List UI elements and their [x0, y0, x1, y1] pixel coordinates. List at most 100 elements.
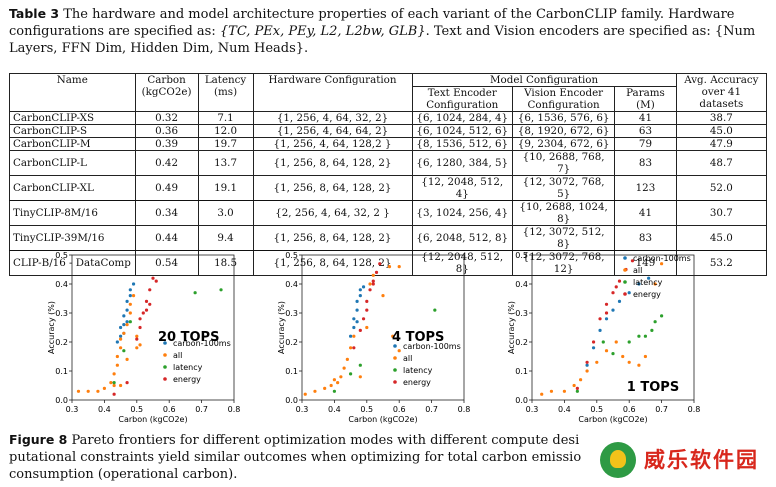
chart-1-tops: 0.3 0.4 0.5 0.6 0.7 0.8 0.0 0.1 0.2 0.3 0.4 0.5 Carb…: [507, 247, 708, 425]
y-tick-label: 0.3: [55, 309, 68, 318]
point-latency: [643, 334, 647, 338]
point-all: [125, 357, 129, 361]
header-name: Name: [9, 73, 136, 112]
point-all: [549, 389, 554, 393]
point-all: [397, 349, 401, 353]
point-latency: [653, 320, 657, 324]
legend-label: carbon-100ms: [633, 254, 691, 263]
point-energy: [138, 325, 142, 330]
point-all: [122, 331, 126, 335]
cell-carbon: 0.34: [134, 200, 199, 226]
table-row: TinyCLIP-39M/16 0.44 9.4 {1, 256, 8, 64, 12…: [9, 225, 768, 251]
cell-carbon: 0.39: [134, 137, 199, 151]
point-all: [96, 389, 100, 393]
legend-label: latency: [633, 278, 663, 287]
point-energy: [148, 302, 152, 306]
point-energy: [371, 282, 375, 286]
point-energy: [598, 317, 602, 321]
point-energy: [371, 279, 375, 283]
legend-marker: [393, 356, 397, 360]
y-tick-label: 0.3: [515, 309, 528, 318]
point-all: [595, 360, 599, 364]
header-hardware: Hardware Configuration: [252, 73, 413, 112]
point-all: [339, 375, 343, 379]
cell-carbon: 0.54: [134, 250, 199, 276]
point-all: [352, 334, 356, 338]
x-axis-label: Carbon (kgCO2e): [578, 415, 647, 424]
cell-text: {6, 1024, 284, 4}: [411, 111, 513, 125]
point-all: [313, 389, 317, 393]
y-axis-label: Accuracy (%): [277, 301, 286, 354]
point-all: [643, 354, 647, 359]
x-tick-label: 0.3: [526, 405, 539, 414]
point-latency: [122, 349, 126, 353]
config-table: Name Carbon (kgCO2e) Latency (ms) Hardwa…: [9, 73, 768, 276]
y-axis-label: Accuracy (%): [507, 301, 516, 354]
table-row: CarbonCLIP-M 0.39 19.7 {1, 256, 4, 64, 128,…: [9, 137, 768, 151]
point-energy: [112, 392, 116, 396]
point-latency: [349, 372, 353, 376]
hardware-spec-math: {TC, PEx, PEy, L2, L2bw, GLB}: [219, 24, 426, 39]
y-tick-label: 0.1: [285, 367, 298, 376]
x-axis-label: Carbon (kgCO2e): [348, 415, 417, 424]
cell-latency: 19.1: [197, 175, 254, 201]
legend-label: energy: [173, 375, 201, 384]
point-all: [86, 389, 90, 393]
point-all: [572, 383, 576, 388]
point-energy: [604, 302, 609, 306]
legend-marker: [623, 292, 627, 296]
figure-label: Figure 8: [9, 432, 68, 447]
figure-caption-line2: putational constraints yield similar out…: [9, 450, 582, 465]
cell-hw: {2, 256, 4, 64, 32, 2 }: [252, 200, 413, 226]
point-all: [562, 389, 566, 393]
y-tick-label: 0.1: [55, 367, 68, 376]
x-tick-label: 0.7: [655, 405, 668, 414]
cell-latency: 3.0: [197, 200, 254, 226]
x-tick-label: 0.8: [458, 405, 471, 414]
point-all: [119, 346, 123, 350]
point-energy: [352, 346, 356, 350]
point-carbon-100ms: [125, 308, 129, 312]
point-all: [115, 363, 119, 367]
header-carbon: Carbon (kgCO2e): [134, 73, 199, 112]
figure-caption: Figure 8 Pareto frontiers for different …: [9, 431, 769, 483]
cell-acc: 30.7: [675, 200, 768, 226]
point-carbon-100ms: [598, 328, 602, 332]
point-energy: [585, 360, 589, 364]
point-all: [345, 357, 349, 361]
point-all: [660, 262, 664, 266]
legend-label: all: [633, 266, 642, 275]
chart-annotation: 1 TOPS: [627, 380, 679, 395]
cell-name: CarbonCLIP-S: [9, 124, 136, 138]
point-latency: [627, 340, 631, 344]
table-row: CLIP-B/16 - DataComp 0.54 18.5 {1, 256, 8, …: [9, 250, 768, 276]
point-all: [303, 392, 307, 396]
y-tick-label: 0.2: [285, 338, 298, 347]
point-all: [627, 360, 631, 364]
legend-marker: [163, 377, 167, 381]
point-latency: [575, 389, 579, 393]
cell-acc: 47.9: [675, 137, 768, 151]
cell-hw: {1, 256, 8, 64, 128, 2}: [252, 250, 413, 276]
table-row: CarbonCLIP-L 0.42 13.7 {1, 256, 8, 64, 128,…: [9, 150, 768, 176]
header-text-encoder: Text Encoder Configuration: [411, 86, 513, 112]
cell-text: {6, 1024, 512, 6}: [411, 124, 513, 138]
cell-hw: {1, 256, 4, 64, 128,2 }: [252, 137, 413, 151]
legend-label: energy: [403, 378, 431, 387]
cell-vision: {10, 2688, 1024, 8}: [511, 200, 616, 226]
point-all: [112, 383, 116, 388]
point-carbon-100ms: [591, 346, 596, 350]
point-latency: [660, 314, 664, 318]
y-tick-label: 0.0: [515, 396, 528, 405]
point-all: [342, 366, 346, 370]
point-energy: [361, 317, 366, 321]
cell-latency: 9.4: [197, 225, 254, 251]
point-energy: [365, 299, 369, 303]
point-carbon-100ms: [647, 276, 651, 280]
y-tick-label: 0.5: [285, 251, 298, 260]
point-carbon-100ms: [115, 340, 119, 344]
point-all: [119, 337, 123, 341]
cell-carbon: 0.49: [134, 175, 199, 201]
y-tick-label: 0.5: [55, 251, 68, 260]
point-carbon-100ms: [122, 323, 126, 327]
